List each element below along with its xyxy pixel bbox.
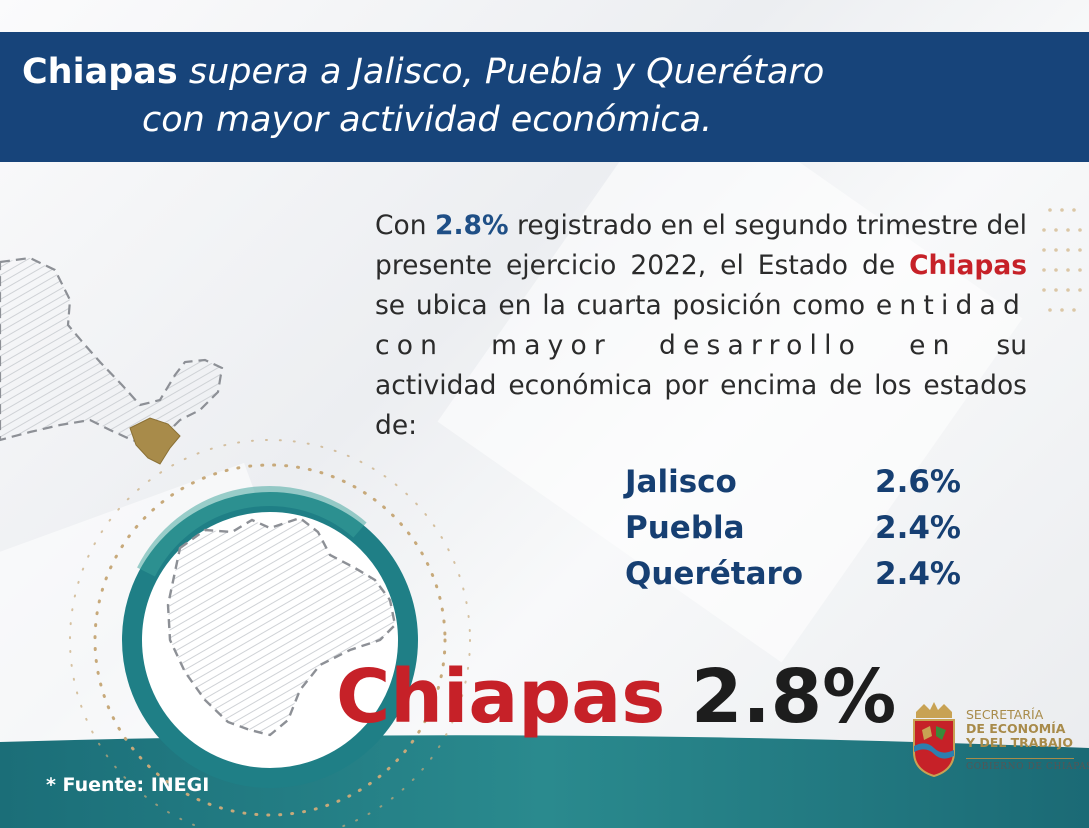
list-item: Jalisco 2.6% xyxy=(625,464,961,500)
para-text: Con xyxy=(375,210,436,241)
state-pct: 2.4% xyxy=(875,556,961,592)
logo-divider xyxy=(966,758,1074,759)
state-pct: 2.6% xyxy=(875,464,961,500)
logo-line: SECRETARÍA xyxy=(966,707,1044,722)
state-pct: 2.4% xyxy=(875,510,961,546)
title-banner: Chiapas supera a Jalisco, Puebla y Queré… xyxy=(0,32,1089,162)
list-item: Puebla 2.4% xyxy=(625,510,961,546)
para-highlight-state: Chiapas xyxy=(909,250,1027,281)
title-line-1: Chiapas supera a Jalisco, Puebla y Queré… xyxy=(22,50,824,94)
state-name: Jalisco xyxy=(625,464,737,500)
para-text: se ubica en la cuarta posición como xyxy=(375,290,876,321)
logo-line: DE ECONOMÍA xyxy=(966,721,1066,736)
chiapas-map-icon xyxy=(166,516,397,737)
state-name: Querétaro xyxy=(625,556,804,592)
summary-paragraph: Con 2.8% registrado en el segundo trimes… xyxy=(375,206,1027,446)
list-item: Querétaro 2.4% xyxy=(625,556,961,592)
title-rest: supera a Jalisco, Puebla y Querétaro xyxy=(177,52,825,92)
coat-of-arms-icon xyxy=(913,702,955,778)
para-text: registrado en el segundo trimestre del p… xyxy=(375,210,1027,281)
logo-line: Y DEL TRABAJO xyxy=(966,735,1073,750)
title-state: Chiapas xyxy=(22,52,178,92)
source-note: * Fuente: INEGI xyxy=(46,774,210,796)
mexico-map-icon xyxy=(0,256,224,465)
para-text: su actividad económica por encima de los… xyxy=(375,330,1027,441)
logo-line: GOBIERNO DE CHIAPAS xyxy=(966,762,1089,772)
para-text: entidad con mayor desarrollo en xyxy=(375,290,1027,361)
para-highlight-pct: 2.8% xyxy=(435,210,509,241)
headline: Chiapas 2.8% xyxy=(336,654,896,740)
headline-state: Chiapas xyxy=(336,654,666,740)
secretaria-logo: SECRETARÍA DE ECONOMÍA Y DEL TRABAJO GOB… xyxy=(908,700,1089,780)
state-name: Puebla xyxy=(625,510,745,546)
title-line-2: con mayor actividad económica. xyxy=(142,100,713,140)
headline-pct: 2.8% xyxy=(691,654,897,740)
